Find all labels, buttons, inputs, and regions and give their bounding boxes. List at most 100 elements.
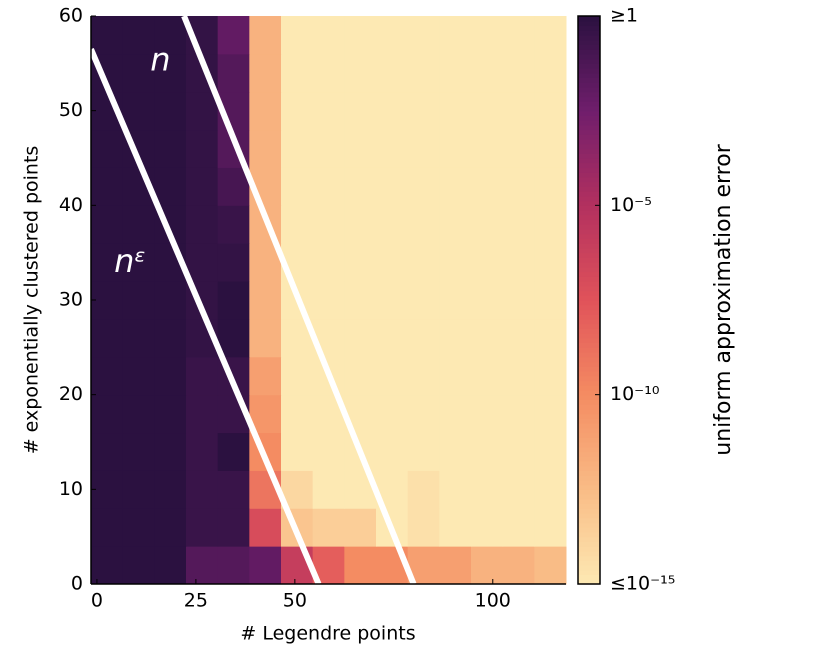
colorbar-swatch xyxy=(578,105,600,112)
colorbar-swatch xyxy=(578,366,600,372)
colorbar-swatch xyxy=(578,87,600,93)
colorbar-swatch xyxy=(578,337,600,344)
colorbar-swatch xyxy=(578,101,600,107)
colorbar-swatch xyxy=(578,139,600,145)
heatmap-cell xyxy=(91,356,124,396)
colorbar-swatch xyxy=(578,361,600,367)
annotation-line xyxy=(181,14,417,586)
heatmap-cell xyxy=(534,129,567,168)
colorbar-swatch xyxy=(578,238,600,244)
heatmap-cell xyxy=(471,281,504,320)
heatmap-cell xyxy=(217,16,250,55)
heatmap-cell xyxy=(376,243,409,282)
heatmap-cell xyxy=(344,16,377,55)
colorbar-swatch xyxy=(578,309,600,315)
heatmap-cell xyxy=(312,281,345,320)
heatmap-cell xyxy=(534,470,567,509)
y-tick-label: 40 xyxy=(59,194,83,216)
heatmap-cell xyxy=(344,546,377,585)
annotation-line xyxy=(88,47,322,586)
heatmap-cell xyxy=(407,129,440,168)
colorbar-swatch xyxy=(578,442,600,448)
colorbar-swatch xyxy=(578,271,600,277)
heatmap-cell xyxy=(439,318,472,358)
heatmap-cell xyxy=(281,167,314,206)
heatmap-cell xyxy=(407,91,440,131)
colorbar-swatch xyxy=(578,176,600,183)
colorbar-swatch xyxy=(578,427,600,434)
colorbar-label: uniform approximation error xyxy=(711,143,736,455)
colorbar-swatch xyxy=(578,527,600,533)
heatmap-cell xyxy=(249,281,282,320)
heatmap-cell xyxy=(534,508,567,547)
colorbar-swatch xyxy=(578,82,600,88)
heatmap-cell xyxy=(154,167,187,206)
heatmap-cell xyxy=(502,508,535,547)
heatmap-cell xyxy=(344,356,377,396)
colorbar-swatch xyxy=(578,574,600,580)
heatmap-cell xyxy=(439,129,472,168)
heatmap-cell xyxy=(471,318,504,358)
colorbar-swatch xyxy=(578,153,600,159)
heatmap-cell xyxy=(471,167,504,206)
heatmap-cell xyxy=(407,394,440,434)
heatmap-cell xyxy=(186,546,219,585)
heatmap-cell xyxy=(186,394,219,434)
colorbar-swatch xyxy=(578,233,600,240)
colorbar-swatch xyxy=(578,418,600,424)
heatmap-cell xyxy=(471,470,504,509)
heatmap-cell xyxy=(312,129,345,168)
heatmap-cell xyxy=(376,129,409,168)
colorbar-swatch xyxy=(578,451,600,457)
annotation-label: nᵋ xyxy=(114,242,146,280)
heatmap-cell xyxy=(281,205,314,244)
heatmap-cell xyxy=(502,318,535,358)
heatmap-cell xyxy=(439,356,472,396)
heatmap-cell xyxy=(534,205,567,244)
colorbar-swatch xyxy=(578,49,600,55)
colorbar-swatch xyxy=(578,508,600,514)
heatmap-cell xyxy=(471,205,504,244)
colorbar-swatch xyxy=(578,34,600,41)
colorbar-swatch xyxy=(578,465,600,471)
heatmap-cell xyxy=(344,129,377,168)
heatmap-cell xyxy=(154,53,187,93)
colorbar-swatch xyxy=(578,513,600,519)
heatmap-cell xyxy=(281,394,314,434)
y-tick-label: 50 xyxy=(59,99,83,121)
colorbar-swatch xyxy=(578,30,600,36)
heatmap-cell xyxy=(249,16,282,55)
colorbar-swatch xyxy=(578,498,600,505)
heatmap-cell xyxy=(312,508,345,547)
colorbar-swatch xyxy=(578,63,600,69)
heatmap-cell xyxy=(502,546,535,585)
heatmap-cell xyxy=(122,16,155,55)
colorbar-swatch xyxy=(578,257,600,263)
y-tick-label: 0 xyxy=(71,573,83,595)
colorbar-tick-label: ≤10⁻¹⁵ xyxy=(610,573,675,595)
colorbar-swatch xyxy=(578,569,600,576)
heatmap-cell xyxy=(534,167,567,206)
colorbar-swatch xyxy=(578,167,600,173)
heatmap-cell xyxy=(439,281,472,320)
heatmap-cell xyxy=(407,205,440,244)
heatmap-cell xyxy=(122,281,155,320)
heatmap-cell xyxy=(471,16,504,55)
colorbar-swatch xyxy=(578,399,600,405)
heatmap-cell xyxy=(534,91,567,131)
heatmap-cell xyxy=(376,53,409,93)
colorbar-swatch xyxy=(578,72,600,79)
colorbar-tick-label: 10⁻¹⁰ xyxy=(610,383,659,405)
heatmap-cell xyxy=(534,16,567,55)
heatmap-cell xyxy=(502,129,535,168)
x-tick-label: 100 xyxy=(475,590,511,612)
y-tick-label: 20 xyxy=(59,383,83,405)
colorbar-swatch xyxy=(578,304,600,311)
heatmap-cell xyxy=(154,281,187,320)
heatmap-cell xyxy=(534,281,567,320)
colorbar-swatch xyxy=(578,380,600,386)
colorbar-swatch xyxy=(578,555,600,561)
heatmap-cell xyxy=(186,508,219,547)
colorbar-swatch xyxy=(578,560,600,566)
